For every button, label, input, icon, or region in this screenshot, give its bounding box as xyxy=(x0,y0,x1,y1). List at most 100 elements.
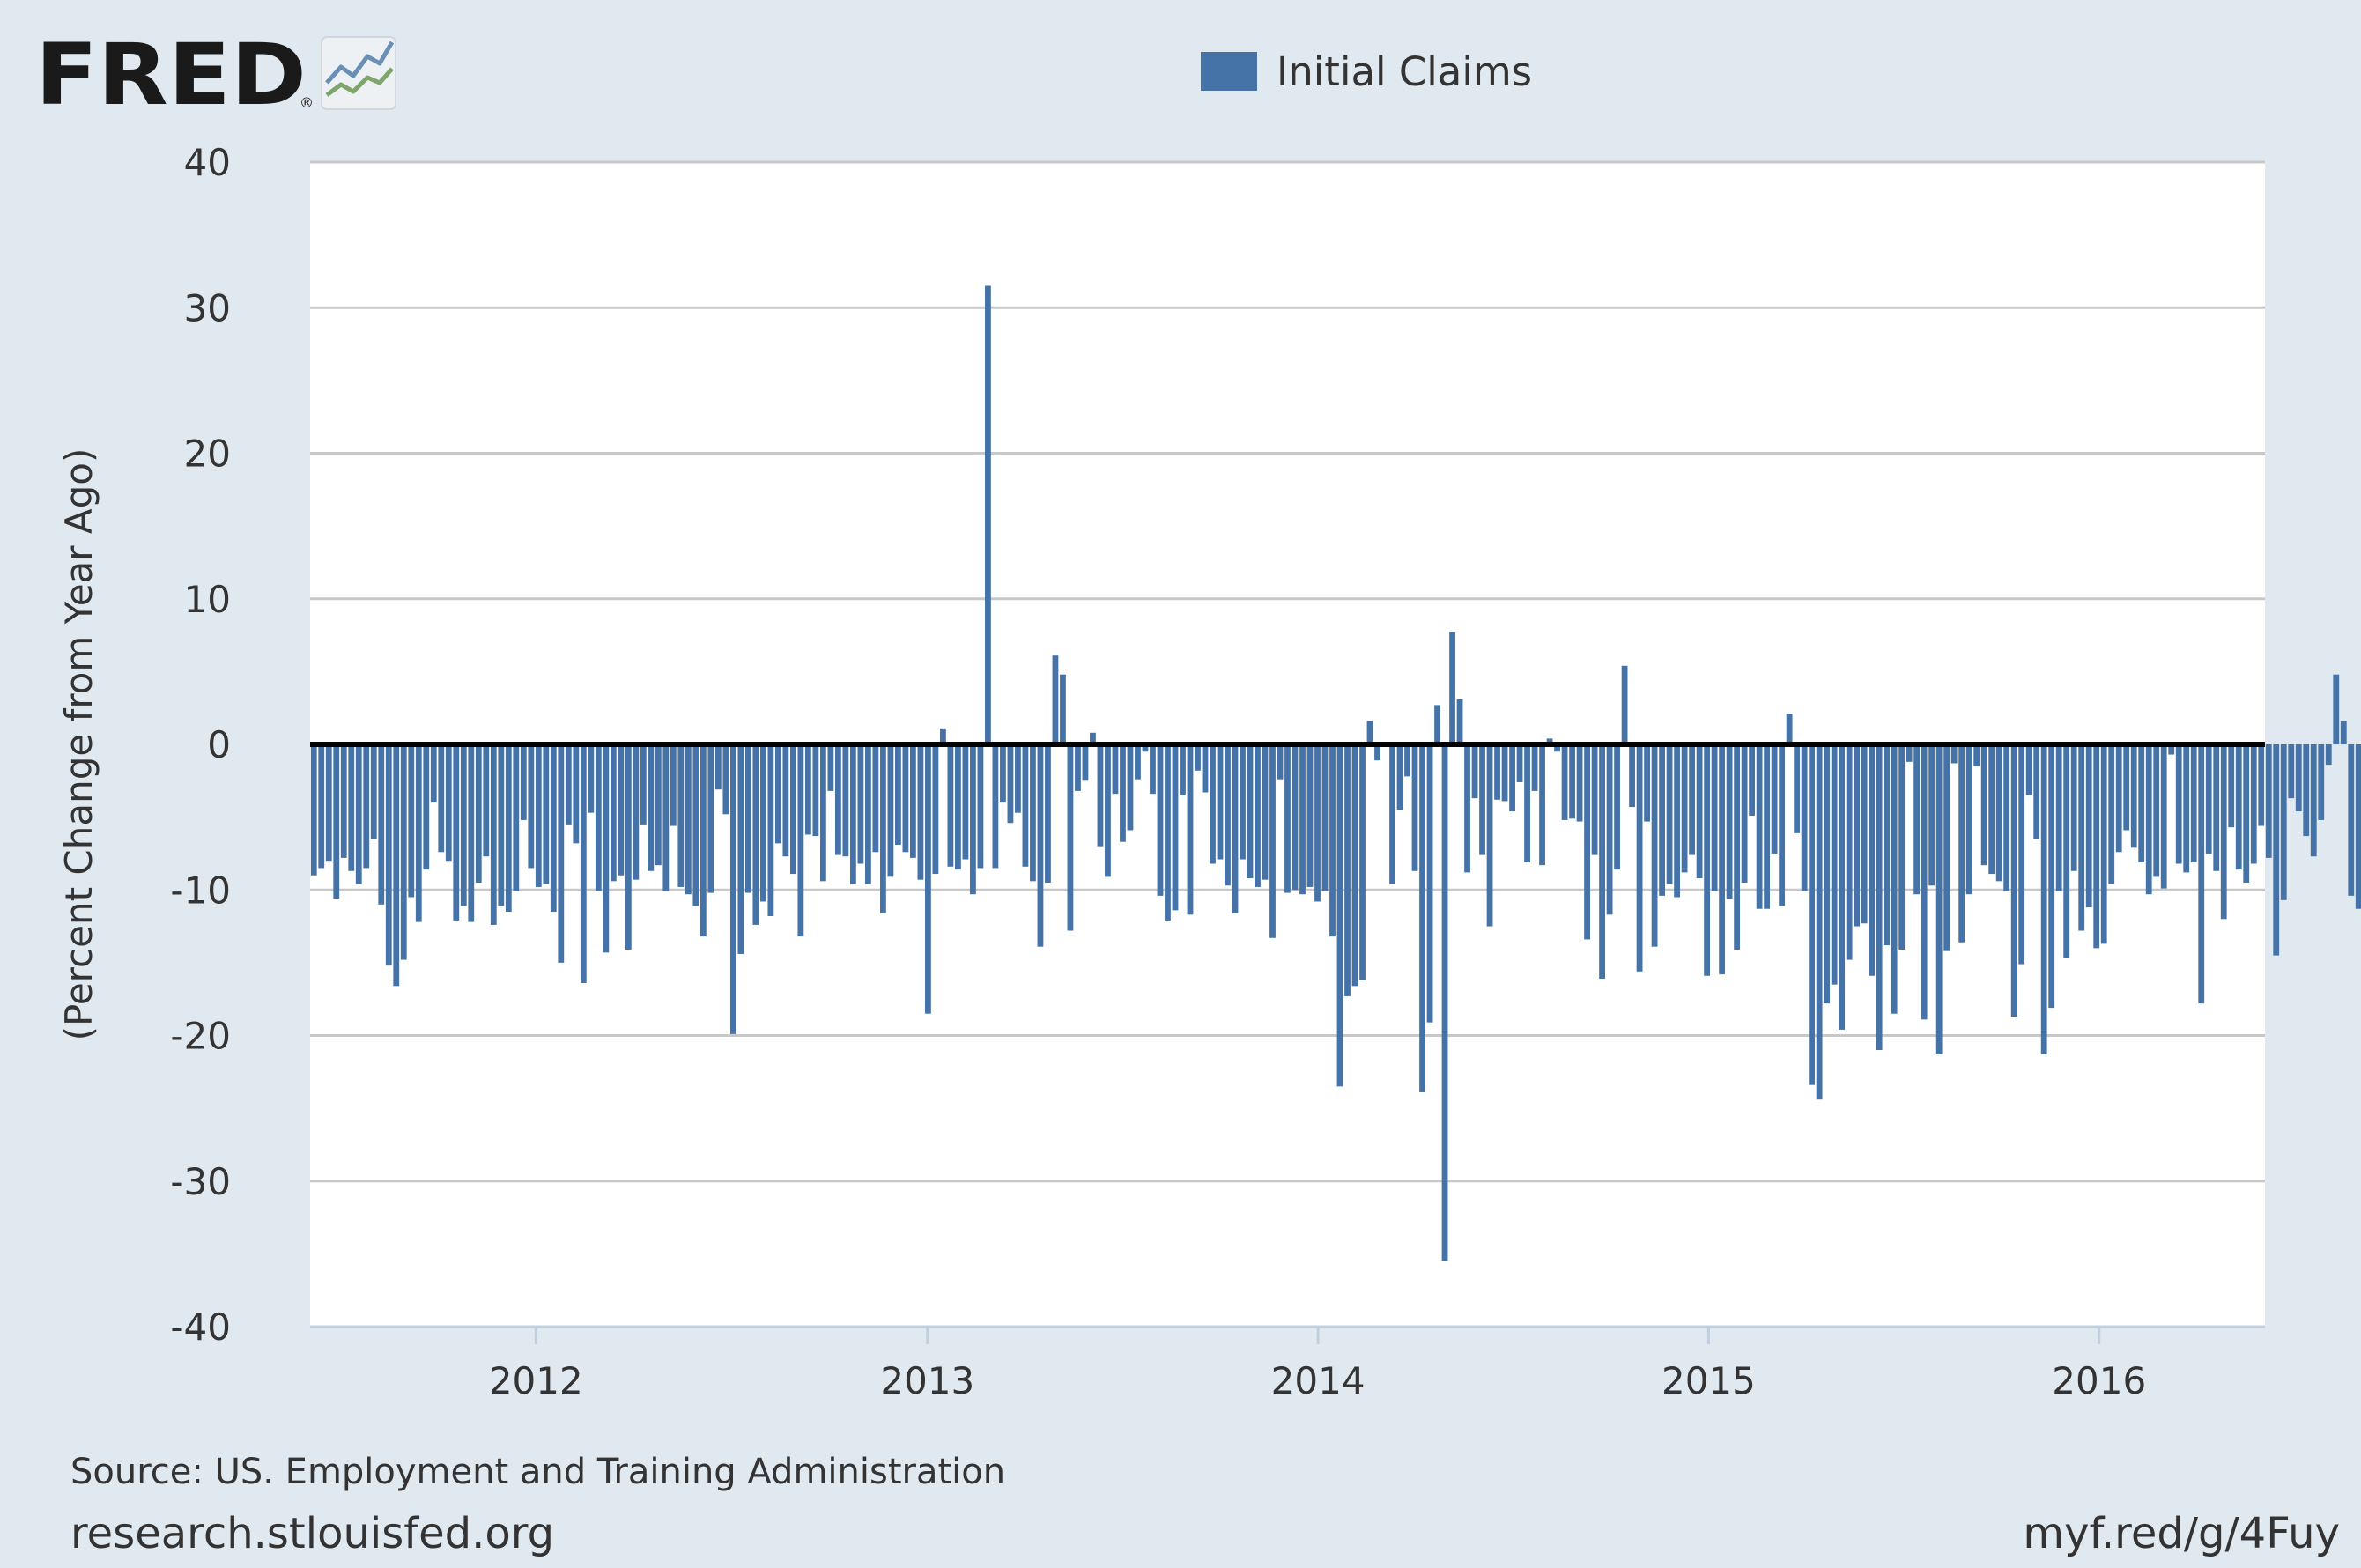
bar xyxy=(1306,744,1314,887)
bar xyxy=(1846,744,1853,960)
bar xyxy=(1262,744,1269,880)
bar xyxy=(1419,744,1425,1092)
bar xyxy=(1771,744,1778,854)
bar xyxy=(1546,738,1553,744)
bar xyxy=(752,744,759,925)
bar xyxy=(2250,744,2257,864)
bar xyxy=(1950,744,1958,764)
bar xyxy=(1569,744,1575,819)
bar xyxy=(714,744,722,790)
bar xyxy=(1988,744,1995,875)
bar xyxy=(2175,744,2182,864)
bar xyxy=(1449,632,1455,744)
bar xyxy=(2063,744,2070,958)
bar xyxy=(774,744,781,844)
bar xyxy=(415,744,422,922)
bar xyxy=(1486,744,1493,927)
bars xyxy=(310,285,2361,1261)
y-tick-label: -10 xyxy=(170,869,231,912)
bar xyxy=(707,744,714,893)
bar xyxy=(1277,744,1284,780)
bar xyxy=(1659,744,1665,896)
bar xyxy=(528,744,535,869)
bar xyxy=(1576,744,1583,822)
bar xyxy=(1809,744,1816,1085)
bar xyxy=(430,744,437,803)
bar xyxy=(857,744,864,864)
bar xyxy=(2183,744,2190,873)
bar xyxy=(588,744,595,813)
bar xyxy=(872,744,879,853)
bar xyxy=(1411,744,1418,871)
bar xyxy=(498,744,505,906)
short-url-link[interactable]: myf.red/g/4Fuy xyxy=(2023,1509,2340,1558)
bar xyxy=(393,744,400,987)
bar xyxy=(655,744,662,866)
bar xyxy=(513,744,520,891)
bar xyxy=(1351,744,1358,987)
bar xyxy=(1965,744,1972,895)
bar xyxy=(565,744,572,825)
fred-logo[interactable]: FRED ® xyxy=(35,32,405,113)
bar xyxy=(1973,744,1980,766)
bar xyxy=(1022,744,1029,867)
bar xyxy=(385,744,392,966)
y-tick-label: -30 xyxy=(170,1160,231,1203)
bar xyxy=(1906,744,1913,762)
bar xyxy=(1359,744,1366,980)
bar xyxy=(670,744,677,826)
x-tick-label: 2016 xyxy=(2052,1359,2146,1402)
bar xyxy=(1764,744,1771,909)
bar xyxy=(2318,744,2325,820)
bar xyxy=(2123,744,2130,831)
bar xyxy=(992,744,999,869)
bar xyxy=(378,744,385,905)
bar xyxy=(1891,744,1898,1014)
bar xyxy=(1225,744,1231,886)
bar xyxy=(1869,744,1876,976)
bar xyxy=(1681,744,1688,873)
bar xyxy=(550,744,557,913)
site-link[interactable]: research.stlouisfed.org xyxy=(70,1509,555,1558)
bar xyxy=(483,744,490,857)
bar xyxy=(1112,744,1119,795)
bar xyxy=(782,744,789,857)
bar xyxy=(1606,744,1613,915)
bar xyxy=(797,744,804,937)
bar xyxy=(1299,744,1306,895)
bar xyxy=(2093,744,2100,949)
bar xyxy=(2018,744,2025,965)
bar xyxy=(1314,744,1321,902)
bar xyxy=(1913,744,1921,895)
bar xyxy=(625,744,632,950)
bar xyxy=(310,744,317,876)
bar xyxy=(1426,744,1433,1023)
bar xyxy=(1824,744,1831,1004)
y-tick-label: 10 xyxy=(184,578,231,621)
bar xyxy=(1202,744,1209,793)
y-tick-label: 30 xyxy=(184,286,231,329)
y-axis-labels: 40 30 20 10 0 -10 -20 -30 -40 xyxy=(170,141,231,1349)
bar xyxy=(2340,721,2347,744)
bar xyxy=(1704,744,1711,976)
bar xyxy=(2198,744,2205,1004)
bar xyxy=(1172,744,1179,911)
bar xyxy=(1614,744,1620,870)
bar xyxy=(834,744,841,855)
bar xyxy=(1884,744,1891,946)
bar xyxy=(1831,744,1838,985)
bar xyxy=(1636,744,1643,972)
bar xyxy=(400,744,407,960)
bar xyxy=(1734,744,1741,950)
y-tick-label: 40 xyxy=(184,141,231,184)
bar xyxy=(1366,721,1373,744)
bar xyxy=(1037,744,1044,947)
bar xyxy=(2348,744,2355,896)
bar xyxy=(1935,744,1943,1054)
bar xyxy=(1591,744,1598,855)
bar xyxy=(618,744,625,876)
registered-mark: ® xyxy=(300,94,314,111)
bar xyxy=(1479,744,1485,855)
bar xyxy=(1898,744,1906,950)
bar xyxy=(842,744,849,857)
